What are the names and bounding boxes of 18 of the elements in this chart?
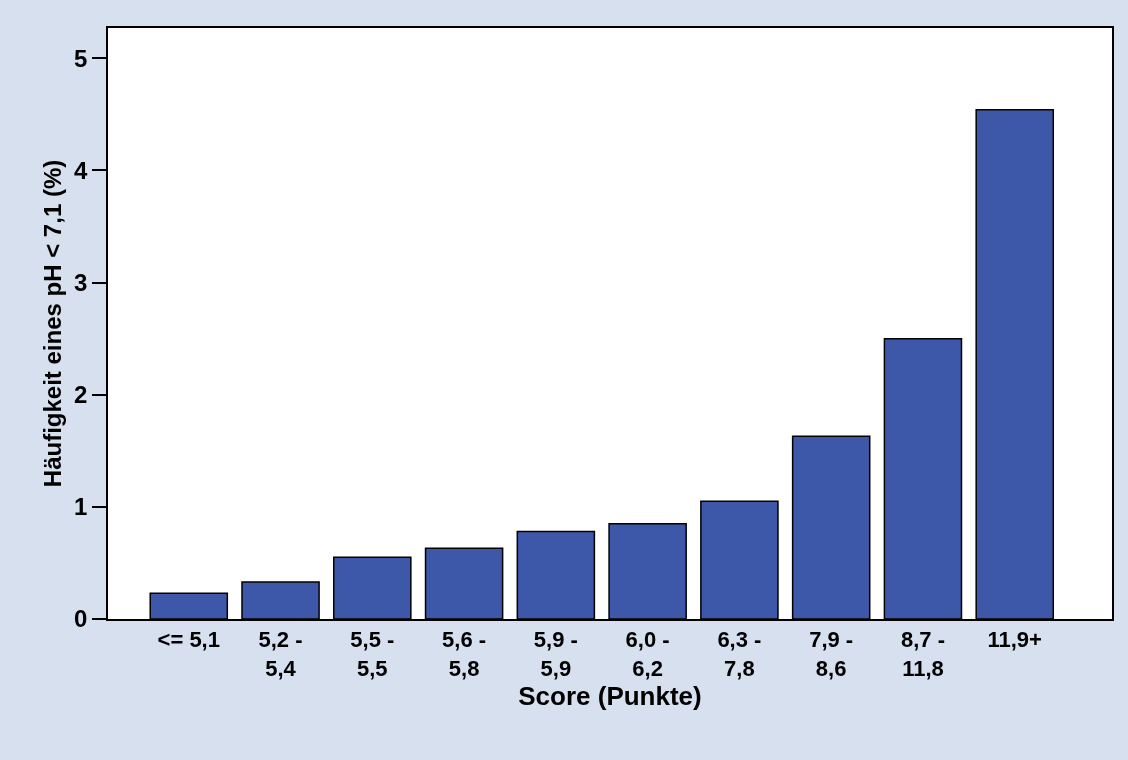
x-tick-label: 8,7 - 11,8 <box>900 627 945 681</box>
y-tick-label: 0 <box>74 605 88 633</box>
x-tick-label: 6,3 - 7,8 <box>717 627 762 681</box>
x-tick-label: 5,2 - 5,4 <box>258 627 303 681</box>
x-axis-title: Score (Punkte) <box>518 680 702 711</box>
y-tick-label: 1 <box>74 493 88 521</box>
x-tick-label: 5,9 - 5,9 <box>533 627 578 681</box>
y-tick-label: 5 <box>74 44 88 72</box>
x-tick-label: 5,5 - 5,5 <box>350 627 395 681</box>
x-tick-label: 5,6 - 5,8 <box>442 627 487 681</box>
x-tick-label: 6,0 - 6,2 <box>625 627 670 681</box>
x-tick-label: 7,9 - 8,6 <box>809 627 854 681</box>
x-tick-label: 11,9+ <box>987 627 1042 653</box>
x-tick-label: <= 5,1 <box>157 627 220 653</box>
y-tick-label: 4 <box>74 156 89 184</box>
y-tick-label: 3 <box>74 268 88 296</box>
y-tick-label: 2 <box>74 381 88 409</box>
y-axis-title: Häufigkeit eines pH < 7,1 (%) <box>38 159 66 488</box>
